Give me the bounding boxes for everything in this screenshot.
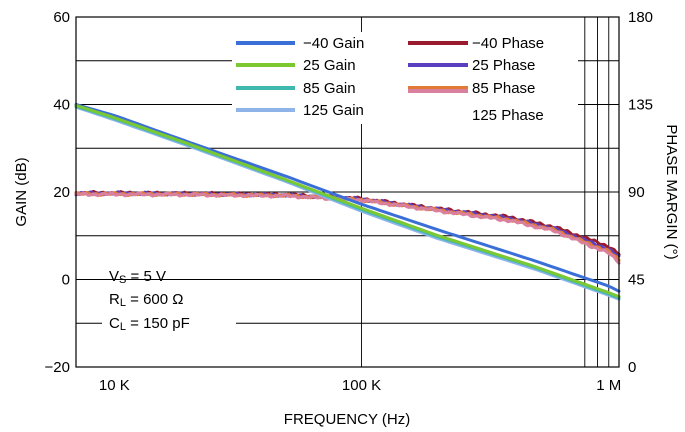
y-ticks-right: 0 45 90 135 180 [628,9,653,376]
rl-label: RL = 600 Ω [109,291,183,309]
legend-label: 85 Gain [303,80,356,97]
legend-label: 25 Gain [303,57,356,74]
y-tick-label-left: 40 [53,97,70,114]
legend-label: −40 Gain [303,35,364,52]
x-tick-label: 100 K [342,377,381,394]
y-axis-title-right: PHASE MARGIN (°) [663,124,680,259]
y-tick-label-left: 60 [53,9,70,26]
y-tick-label-left: 20 [53,184,70,201]
y-tick-label-left: 0 [62,272,70,289]
x-tick-label: 10 K [99,377,130,394]
y-tick-label-right: 45 [628,272,645,289]
legend-label: 125 Phase [472,107,544,124]
x-ticks: 10 K 100 K 1 M [99,377,621,394]
conditions-annotation: VS = 5 V RL = 600 Ω CL = 150 pF [102,268,236,333]
y-axis-title-left: GAIN (dB) [13,157,30,226]
y-tick-label-left: −20 [45,359,70,376]
x-axis-title: FREQUENCY (Hz) [284,411,410,428]
legend-label: 25 Phase [472,57,535,74]
legend-label: −40 Phase [472,35,544,52]
y-tick-label-right: 90 [628,184,645,201]
series-layer [74,103,621,301]
series-line [74,103,621,299]
y-tick-label-right: 180 [628,9,653,26]
legend-label: 85 Phase [472,80,535,97]
y-tick-label-right: 135 [628,97,653,114]
cl-label: CL = 150 pF [109,315,190,333]
legend: −40 Gain 25 Gain 85 Gain 125 Gain −40 Phase 2… [232,32,578,124]
y-tick-label-right: 0 [628,359,636,376]
series-line [74,103,621,293]
plot-area-frame [75,16,620,368]
x-tick-label: 1 M [596,377,621,394]
cl-label-background [102,311,236,333]
legend-label: 125 Gain [303,102,364,119]
y-ticks-left: −20 0 20 40 60 [45,9,70,376]
vs-label: VS = 5 V [109,268,166,286]
